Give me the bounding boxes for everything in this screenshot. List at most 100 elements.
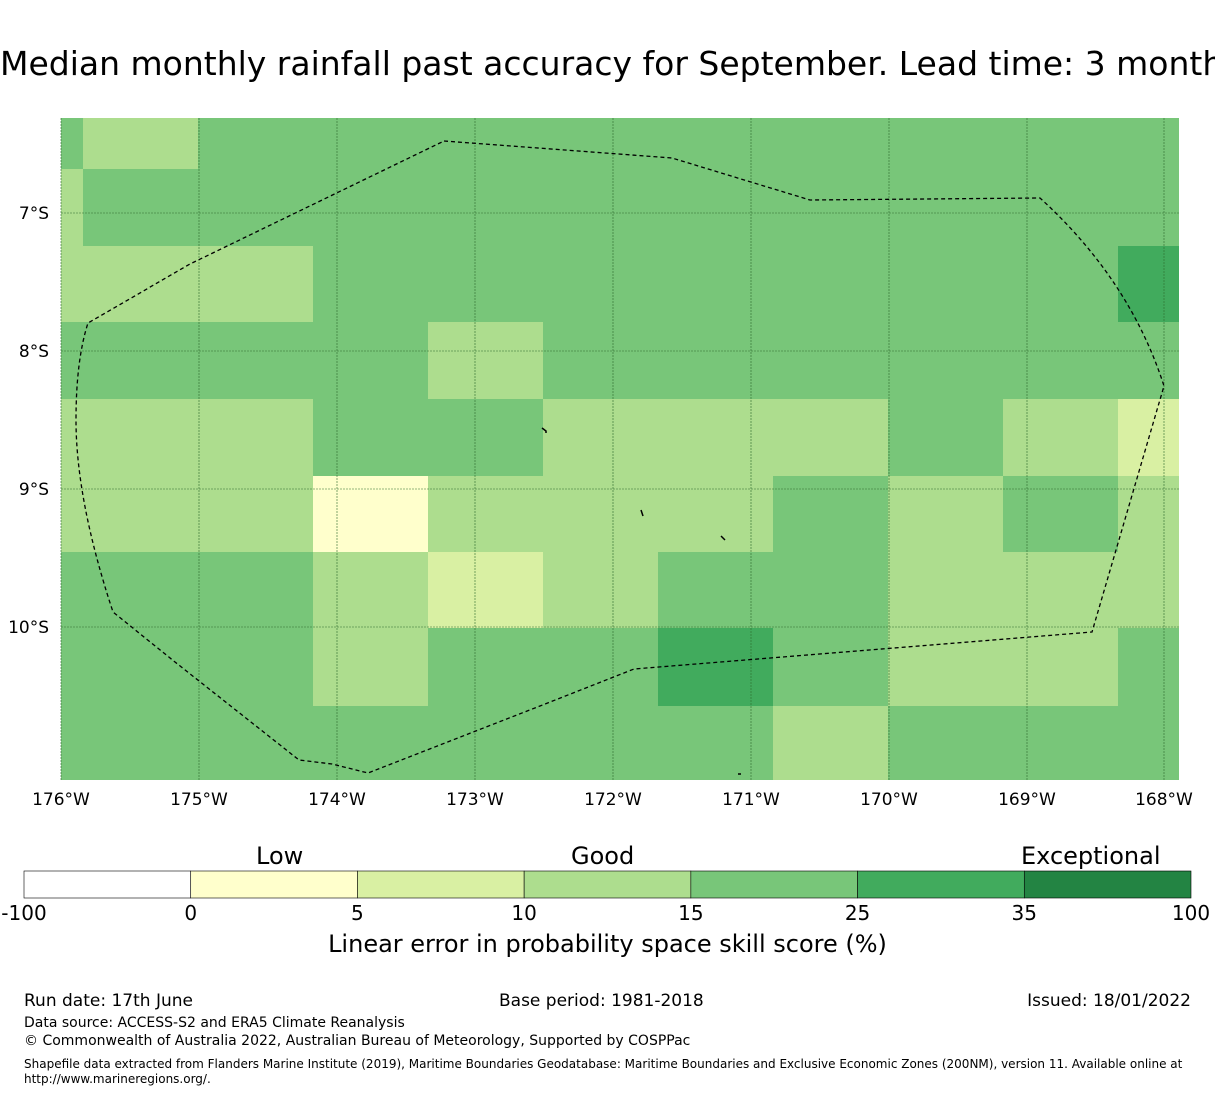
grid-cell [428, 476, 543, 552]
grid-cell [61, 476, 198, 552]
skill-grid [61, 118, 1179, 780]
grid-cell [313, 322, 428, 399]
grid-cell [543, 706, 658, 780]
colorbar-tick-label: 35 [1011, 901, 1038, 925]
grid-cell [198, 552, 313, 628]
grid-cell [658, 322, 773, 399]
lon-tick-label: 173°W [446, 790, 504, 810]
lat-tick-label: 10°S [8, 618, 49, 638]
grid-cell [1003, 246, 1118, 322]
grid-cell [61, 246, 198, 322]
grid-cell [61, 552, 198, 628]
grid-cell [658, 628, 773, 706]
latitude-labels: 7°S 8°S 9°S 10°S [8, 204, 49, 638]
grid-cell [61, 628, 198, 706]
grid-cell [428, 628, 543, 706]
grid-cell [1003, 169, 1179, 246]
grid-cell [888, 476, 1003, 552]
grid-cell [888, 628, 1003, 706]
grid-cell [198, 169, 313, 246]
colorbar-segment [357, 870, 525, 899]
grid-cell [61, 118, 83, 169]
grid-cell [658, 169, 773, 246]
grid-cell [198, 476, 313, 552]
lon-tick-label: 168°W [1135, 790, 1193, 810]
grid-cell [198, 628, 313, 706]
grid-cell [428, 169, 543, 246]
map-gridlines [60, 118, 1179, 780]
legend-category-low: Low [256, 842, 304, 870]
grid-cell [1003, 706, 1118, 780]
grid-cell [198, 322, 313, 399]
lat-tick-label: 9°S [19, 480, 49, 500]
grid-cell [888, 322, 1003, 399]
grid-cell [198, 399, 313, 476]
colorbar-segment [857, 870, 1025, 899]
grid-cell [888, 706, 1003, 780]
grid-cell [198, 246, 313, 322]
grid-cell [658, 552, 773, 628]
lon-tick-label: 175°W [170, 790, 228, 810]
grid-cell [1118, 246, 1179, 322]
grid-cell [313, 246, 428, 322]
grid-cell [1118, 552, 1179, 628]
grid-cell [658, 399, 773, 476]
lat-tick-label: 7°S [19, 204, 49, 224]
grid-cell [773, 246, 888, 322]
grid-cell [1003, 628, 1118, 706]
shapefile-credit: Shapefile data extracted from Flanders M… [24, 1057, 1183, 1086]
grid-cell [428, 246, 543, 322]
grid-cell [313, 476, 428, 552]
islands [541, 427, 741, 775]
grid-cell [83, 169, 198, 246]
grid-cell [888, 169, 1003, 246]
lat-tick-label: 8°S [19, 342, 49, 362]
grid-cell [773, 322, 888, 399]
colorbar-tick-label: 25 [844, 901, 871, 925]
colorbar-tick-label: -100 [1, 901, 47, 925]
grid-cell [543, 118, 658, 169]
grid-cell [888, 246, 1003, 322]
grid-cell [1003, 118, 1179, 169]
grid-cell [1003, 476, 1118, 552]
grid-cell [773, 118, 888, 169]
colorbar-segment [1023, 870, 1192, 899]
legend-category-exceptional: Exceptional [1021, 842, 1161, 870]
grid-cell [543, 322, 658, 399]
grid-cell [888, 118, 1003, 169]
grid-cell [658, 246, 773, 322]
colorbar [23, 870, 1192, 899]
lon-tick-label: 169°W [998, 790, 1056, 810]
lon-tick-label: 171°W [722, 790, 780, 810]
grid-cell [888, 399, 1003, 476]
lon-tick-label: 172°W [584, 790, 642, 810]
grid-cell [313, 169, 428, 246]
base-period: Base period: 1981-2018 [499, 991, 704, 1011]
grid-cell [428, 399, 543, 476]
data-source: Data source: ACCESS-S2 and ERA5 Climate … [24, 1015, 405, 1031]
grid-cell [888, 552, 1003, 628]
grid-cell [773, 628, 888, 706]
grid-cell [773, 552, 888, 628]
island [720, 535, 726, 541]
grid-cell [1003, 552, 1118, 628]
grid-cell [543, 552, 658, 628]
island [640, 509, 644, 517]
map-title: Median monthly rainfall past accuracy fo… [0, 44, 1215, 83]
colorbar-segment [690, 870, 858, 899]
grid-cell [313, 118, 428, 169]
grid-cell [1118, 476, 1179, 552]
lon-tick-label: 176°W [32, 790, 90, 810]
grid-cell [773, 706, 888, 780]
copyright: © Commonwealth of Australia 2022, Austra… [24, 1033, 691, 1049]
grid-cell [198, 706, 313, 780]
issued-date: Issued: 18/01/2022 [1027, 991, 1191, 1011]
grid-cell [61, 706, 198, 780]
grid-cell [658, 706, 773, 780]
colorbar-segment [23, 870, 192, 899]
grid-cell [1118, 628, 1179, 706]
island [541, 427, 547, 433]
grid-cell [1003, 399, 1118, 476]
colorbar-tick-label: 10 [511, 901, 537, 925]
